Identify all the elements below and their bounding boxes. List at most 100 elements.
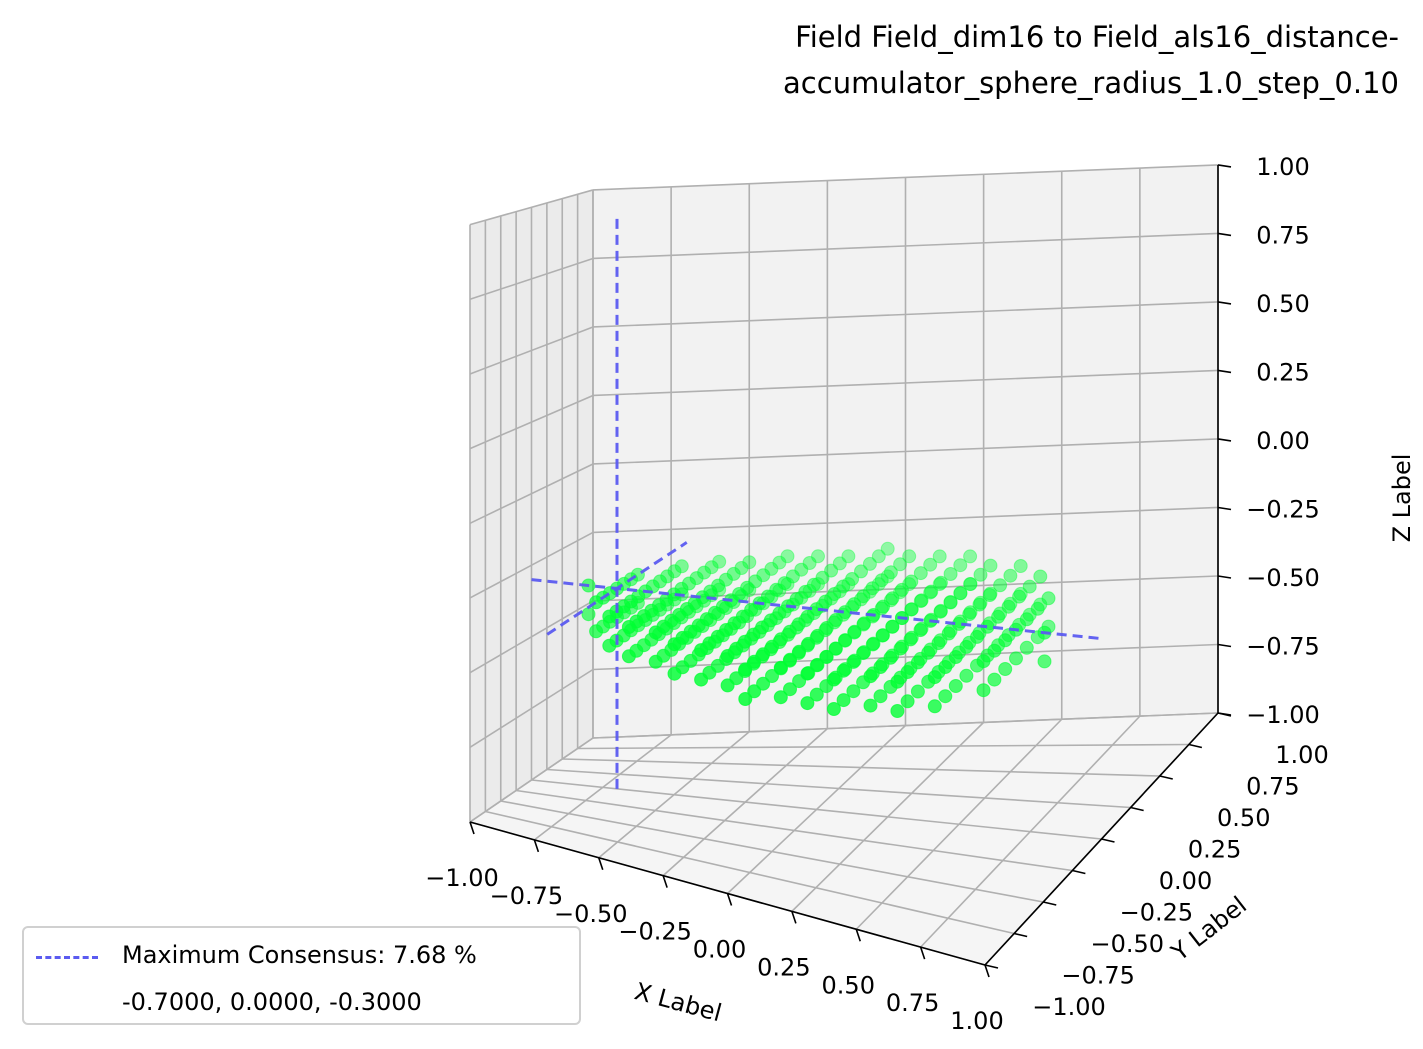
x-tick bbox=[533, 839, 540, 853]
data-point bbox=[824, 563, 839, 578]
x-axis-label: X Label bbox=[632, 977, 725, 1027]
y-tick-label: 0.50 bbox=[1217, 804, 1270, 832]
data-point bbox=[983, 558, 998, 573]
grid-line-floor-y bbox=[562, 758, 1160, 777]
legend-coords: -0.7000, 0.0000, -0.3000 bbox=[122, 988, 422, 1016]
data-point bbox=[987, 643, 1002, 658]
data-point bbox=[783, 652, 797, 667]
legend-dashed-line-icon bbox=[36, 956, 98, 959]
grid-line-floor-y bbox=[592, 712, 1219, 739]
data-point bbox=[973, 567, 988, 582]
data-point bbox=[938, 660, 953, 674]
data-point bbox=[720, 649, 735, 663]
data-point bbox=[893, 641, 908, 656]
data-point bbox=[832, 556, 847, 571]
data-point bbox=[742, 555, 757, 570]
data-point bbox=[845, 572, 860, 586]
data-point bbox=[902, 549, 917, 564]
data-point bbox=[1001, 599, 1016, 614]
data-point bbox=[998, 633, 1013, 648]
data-point bbox=[838, 633, 853, 648]
data-point bbox=[621, 649, 636, 664]
grid-line-left-z bbox=[469, 257, 594, 301]
data-point bbox=[738, 692, 753, 706]
data-point bbox=[773, 690, 788, 705]
data-point bbox=[976, 654, 991, 669]
x-tick-label: −0.75 bbox=[490, 882, 564, 910]
z-tick-label: −0.75 bbox=[1246, 632, 1320, 660]
x-tick-label: −0.25 bbox=[618, 918, 692, 946]
data-point bbox=[836, 693, 851, 708]
data-point bbox=[883, 565, 898, 580]
grid-line-left-z bbox=[469, 189, 594, 226]
y-tick bbox=[1159, 775, 1173, 780]
data-point bbox=[874, 573, 889, 588]
z-tick bbox=[1217, 164, 1232, 168]
data-point bbox=[846, 654, 861, 669]
data-points bbox=[581, 541, 1056, 718]
grid-line-floor-x bbox=[920, 715, 1141, 948]
data-point bbox=[810, 628, 825, 643]
data-point bbox=[1013, 559, 1028, 573]
chart-title-line-1: Field Field_dim16 to Field_als16_distanc… bbox=[795, 20, 1399, 54]
z-tick bbox=[1217, 575, 1232, 579]
data-point bbox=[773, 632, 788, 647]
data-point bbox=[836, 663, 851, 678]
data-point bbox=[948, 679, 963, 693]
data-point bbox=[694, 672, 709, 687]
y-tick-label: 0.25 bbox=[1188, 836, 1241, 864]
data-point bbox=[1012, 589, 1027, 604]
data-point bbox=[963, 577, 978, 591]
z-tick bbox=[1217, 506, 1232, 511]
data-point bbox=[836, 579, 851, 594]
data-point bbox=[1019, 640, 1034, 655]
x-tick bbox=[662, 875, 668, 888]
x-tick bbox=[469, 821, 475, 835]
data-point bbox=[863, 669, 878, 684]
y-tick bbox=[1217, 712, 1232, 717]
y-tick-label: −0.25 bbox=[1120, 899, 1194, 927]
grid-line-floor-y bbox=[577, 743, 1189, 750]
x-tick bbox=[855, 928, 862, 942]
data-point bbox=[827, 587, 842, 601]
data-point bbox=[602, 609, 617, 624]
data-point bbox=[862, 556, 877, 571]
data-point bbox=[747, 684, 762, 699]
data-point bbox=[800, 696, 815, 711]
data-point bbox=[801, 636, 816, 651]
data-point bbox=[783, 682, 797, 697]
data-point bbox=[694, 643, 709, 658]
y-tick-label: 1.00 bbox=[1275, 741, 1328, 769]
z-tick bbox=[1217, 643, 1232, 648]
data-point bbox=[991, 609, 1006, 624]
grid-line-left-z bbox=[469, 463, 594, 525]
data-point bbox=[1009, 651, 1023, 666]
y-tick bbox=[1130, 806, 1144, 812]
data-point bbox=[970, 629, 984, 644]
grid-line-floor-y bbox=[546, 768, 1131, 809]
data-point bbox=[809, 658, 824, 673]
data-point bbox=[932, 549, 947, 564]
data-point bbox=[780, 549, 795, 564]
z-axis-label: Z Label bbox=[1388, 454, 1416, 543]
y-tick bbox=[1101, 838, 1115, 843]
y-tick-label: −1.00 bbox=[1032, 993, 1106, 1021]
data-point bbox=[826, 702, 841, 716]
data-point bbox=[943, 595, 958, 610]
data-point bbox=[811, 549, 825, 564]
data-point bbox=[856, 646, 871, 661]
data-point bbox=[712, 554, 727, 569]
z-tick-label: 1.00 bbox=[1256, 153, 1309, 181]
data-point bbox=[933, 575, 948, 590]
data-point bbox=[875, 628, 890, 643]
x-tick-label: 1.00 bbox=[950, 1007, 1003, 1035]
data-point bbox=[913, 566, 928, 581]
x-tick-label: −1.00 bbox=[425, 864, 499, 892]
x-tick bbox=[726, 893, 733, 906]
grid-line-back-z bbox=[592, 232, 1219, 260]
data-point bbox=[890, 674, 905, 689]
data-point bbox=[910, 655, 925, 670]
x-tick bbox=[791, 911, 797, 924]
x-tick bbox=[984, 964, 990, 978]
